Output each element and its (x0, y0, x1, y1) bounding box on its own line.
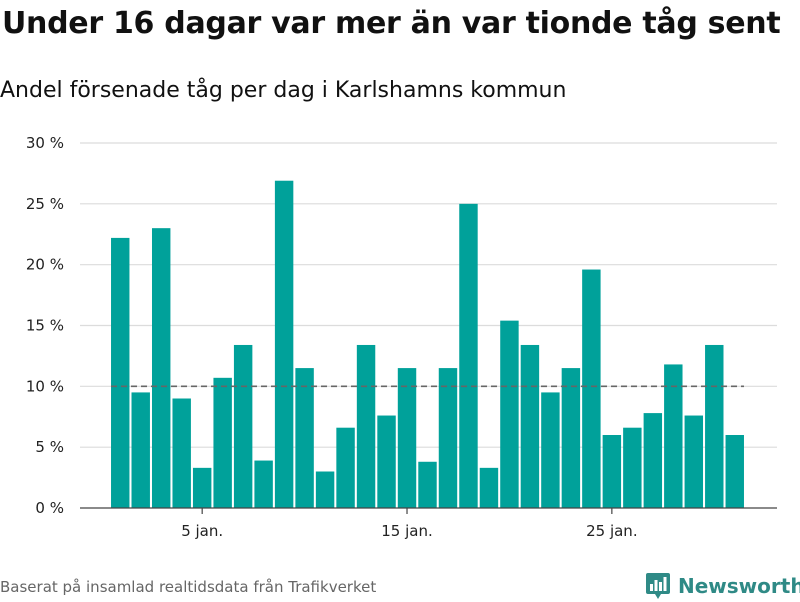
bar (479, 467, 499, 508)
bar (111, 237, 130, 508)
bar (623, 427, 642, 508)
y-tick-label: 25 % (26, 195, 64, 213)
bar (500, 320, 519, 508)
bar (377, 415, 396, 508)
brand-name: Newsworthy (678, 574, 800, 598)
source-note: Baserat på insamlad realtidsdata från Tr… (0, 578, 377, 596)
bar (561, 368, 581, 508)
bar (459, 203, 478, 509)
bar (418, 461, 437, 508)
bar (602, 435, 622, 508)
x-tick-label: 5 jan. (181, 522, 223, 540)
bar (705, 344, 724, 508)
bar (233, 344, 253, 508)
x-tick-label: 25 jan. (586, 522, 638, 540)
bar (131, 392, 150, 508)
bar (684, 415, 704, 508)
bar (725, 435, 744, 508)
chart-subtitle: Andel försenade tåg per dag i Karlshamns… (0, 78, 567, 103)
bar (295, 368, 314, 508)
bar (356, 344, 376, 508)
x-tick-label: 15 jan. (381, 522, 433, 540)
y-tick-label: 0 % (35, 499, 64, 517)
bar (520, 344, 540, 508)
gridlines (80, 142, 777, 448)
y-tick-label: 15 % (26, 317, 64, 335)
bar (336, 427, 355, 508)
y-tick-label: 5 % (35, 438, 64, 456)
bar (213, 377, 232, 508)
axes: 0 % 5 % 10 % 15 % 20 % 25 % 30 % 5 jan. 15 jan. 2… (26, 134, 777, 540)
bar (172, 398, 191, 508)
bar (397, 368, 417, 508)
newsworthy-logo-icon (646, 573, 670, 599)
chart-title: Under 16 dagar var mer än var tionde tåg… (2, 6, 781, 41)
bar (151, 228, 171, 508)
bar (541, 392, 560, 508)
bar (254, 460, 273, 508)
bar (664, 364, 683, 508)
y-tick-label: 30 % (26, 134, 64, 152)
y-tick-label: 10 % (26, 377, 64, 395)
bar (192, 467, 212, 508)
bar (438, 368, 458, 508)
bar (582, 269, 601, 508)
bar (274, 180, 294, 508)
y-tick-label: 20 % (26, 256, 64, 274)
bar (643, 413, 663, 508)
bar (315, 471, 335, 508)
brand: Newsworthy (645, 570, 800, 602)
bars (111, 180, 744, 509)
